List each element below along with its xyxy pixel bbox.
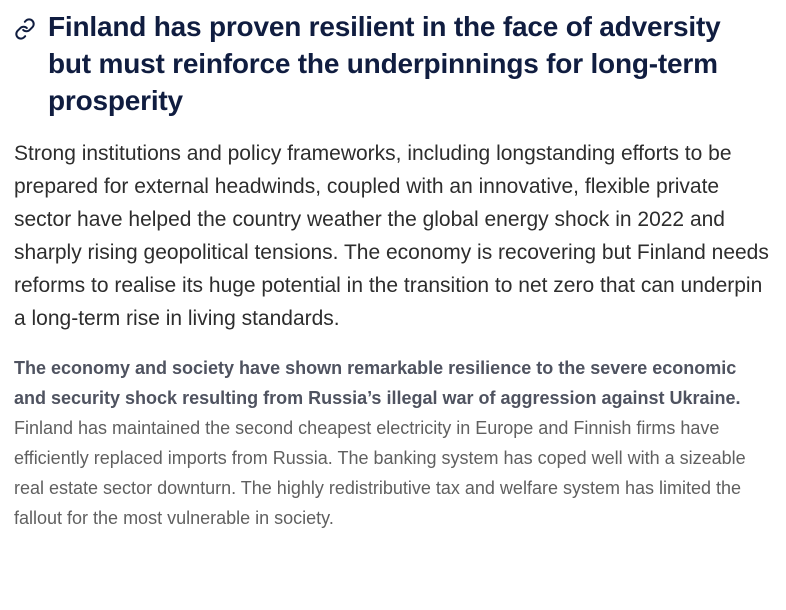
paragraph-lead: The economy and society have shown remar…	[14, 358, 741, 408]
section-summary: Strong institutions and policy framework…	[14, 142, 769, 330]
section-title: Finland has proven resilient in the face…	[48, 11, 721, 116]
paragraph-body: Finland has maintained the second cheape…	[14, 418, 746, 528]
section-heading-row: Finland has proven resilient in the face…	[14, 8, 772, 119]
body-paragraph: The economy and society have shown remar…	[14, 353, 772, 533]
link-icon[interactable]	[14, 18, 36, 40]
